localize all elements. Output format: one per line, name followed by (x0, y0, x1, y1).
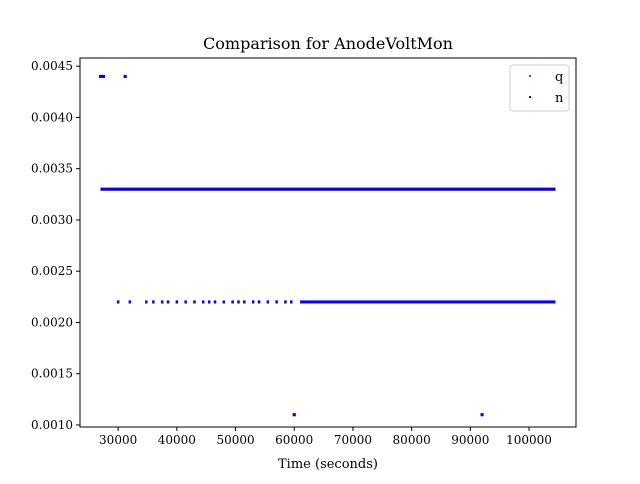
x-axis-label: Time (seconds) (278, 457, 378, 472)
data-point-n (145, 300, 148, 304)
series-q (99, 74, 556, 417)
data-point-n (101, 74, 105, 78)
legend-label-n: n (555, 91, 564, 106)
data-point-n (284, 300, 287, 304)
legend-marker-n (529, 96, 531, 98)
y-axis: 0.0010 0.0015 0.0020 0.0025 0.0030 0.0035 0.00… (31, 59, 80, 432)
legend-marker-q (529, 75, 531, 77)
x-tick-label: 70000 (334, 433, 372, 447)
x-tick-label: 50000 (216, 433, 254, 447)
data-point-n (152, 300, 155, 304)
data-point-n (231, 300, 234, 304)
plot-frame (79, 57, 577, 428)
data-point-n (480, 413, 484, 417)
chart-title: Comparison for AnodeVoltMon (203, 34, 453, 53)
x-tick-label: 80000 (393, 433, 431, 447)
legend-box (509, 64, 570, 112)
data-point-n (290, 300, 293, 304)
data-point-n (251, 300, 255, 304)
data-point-n (266, 300, 270, 304)
x-axis: 30000 40000 50000 60000 70000 80000 90000 10000… (99, 427, 552, 447)
x-tick-label: 90000 (451, 433, 489, 447)
data-band-n (100, 187, 556, 191)
data-point-n (193, 300, 196, 304)
series-n (99, 74, 556, 417)
data-point-n (243, 300, 246, 304)
data-band-n (300, 300, 556, 304)
data-point-n (160, 300, 164, 304)
data-point-n (184, 300, 187, 304)
data-point-n (175, 300, 179, 304)
x-tick-label: 100000 (506, 433, 552, 447)
y-tick-label: 0.0030 (31, 213, 73, 227)
y-tick-label: 0.0015 (31, 367, 73, 381)
y-tick-label: 0.0020 (31, 315, 73, 329)
y-tick-label: 0.0010 (31, 418, 73, 432)
data-point-n (257, 300, 261, 304)
data-point-n (99, 74, 103, 78)
data-point-n (237, 300, 240, 304)
data-point-n (207, 300, 211, 304)
y-tick-label: 0.0025 (31, 264, 73, 278)
data-point-n (128, 300, 132, 304)
y-tick-label: 0.0045 (31, 59, 73, 73)
data-point-n (166, 300, 170, 304)
x-tick-label: 40000 (158, 433, 196, 447)
legend-label-q: q (555, 70, 563, 85)
data-point-n (275, 300, 278, 304)
x-tick-label: 60000 (275, 433, 313, 447)
x-tick-label: 30000 (99, 433, 137, 447)
legend: q n (509, 64, 570, 112)
y-tick-label: 0.0040 (31, 110, 73, 124)
data-point-n (116, 300, 120, 304)
plot-marks (99, 74, 556, 417)
y-tick-label: 0.0035 (31, 162, 73, 176)
data-point-n (123, 74, 127, 78)
data-point-n (202, 300, 205, 304)
data-point-n (292, 413, 296, 417)
data-point-n (222, 300, 226, 304)
data-point-n (213, 300, 217, 304)
